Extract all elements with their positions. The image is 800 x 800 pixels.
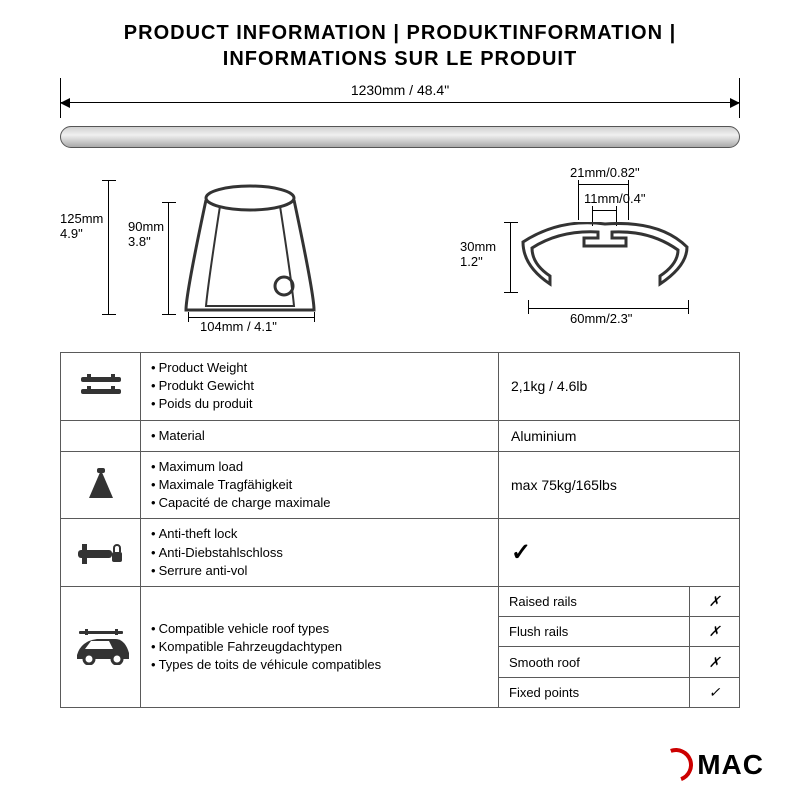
profile-diagram: 21mm/0.82" 11mm/0.4" 30mm1.2" 60mm/2.3" [420,162,740,342]
profile-width: 60mm/2.3" [570,312,632,327]
load-value: max 75kg/165lbs [499,452,739,519]
table-row: Product Weight Produkt Gewicht Poids du … [61,353,739,421]
table-row: Anti-theft lock Anti-Diebstahlschloss Se… [61,519,739,587]
weight-labels: Product Weight Produkt Gewicht Poids du … [141,353,499,420]
table-row: Maximum load Maximale Tragfähigkeit Capa… [61,452,739,520]
weight-value: 2,1kg / 4.6lb [499,353,739,420]
car-icon [61,587,141,707]
page-title: PRODUCT INFORMATION | PRODUKTINFORMATION… [0,0,800,78]
weight-icon [61,353,141,420]
material-label: Material [141,421,499,451]
table-row: Material Aluminium [61,421,739,452]
crossbar-graphic [60,126,740,148]
lock-value: ✓ [499,519,739,586]
foot-height-outer: 125mm4.9" [60,212,103,242]
foot-width: 104mm / 4.1" [200,320,277,335]
overall-length-label: 1230mm / 48.4" [60,82,740,98]
title-line2: INFORMATIONS SUR LE PRODUIT [40,46,760,72]
lock-labels: Anti-theft lock Anti-Diebstahlschloss Se… [141,519,499,586]
title-line1: PRODUCT INFORMATION | PRODUKTINFORMATION… [40,20,760,46]
lock-icon [61,519,141,586]
table-row: Compatible vehicle roof types Kompatible… [61,587,739,707]
profile-height: 30mm1.2" [460,240,496,270]
load-labels: Maximum load Maximale Tragfähigkeit Capa… [141,452,499,519]
brand-logo: MAC [659,748,764,782]
foot-height-inner: 90mm3.8" [128,220,164,250]
dimension-diagrams: 125mm4.9" 90mm3.8" 104mm / 4.1" 21mm/0.8… [60,162,740,342]
overall-length-diagram: 1230mm / 48.4" [60,82,740,152]
logo-swoosh-icon [654,742,699,787]
load-icon [61,452,141,519]
profile-slot-inner: 11mm/0.4" [584,192,645,207]
profile-slot-top: 21mm/0.82" [570,166,640,181]
material-value: Aluminium [499,421,739,451]
roof-values: Raised rails✗ Flush rails✗ Smooth roof✗ … [499,587,739,707]
foot-diagram: 125mm4.9" 90mm3.8" 104mm / 4.1" [60,162,380,342]
profile-icon [520,222,690,292]
roof-labels: Compatible vehicle roof types Kompatible… [141,587,499,707]
brand-text: MAC [697,749,764,781]
spec-table: Product Weight Produkt Gewicht Poids du … [60,352,740,708]
foot-icon [180,184,320,314]
